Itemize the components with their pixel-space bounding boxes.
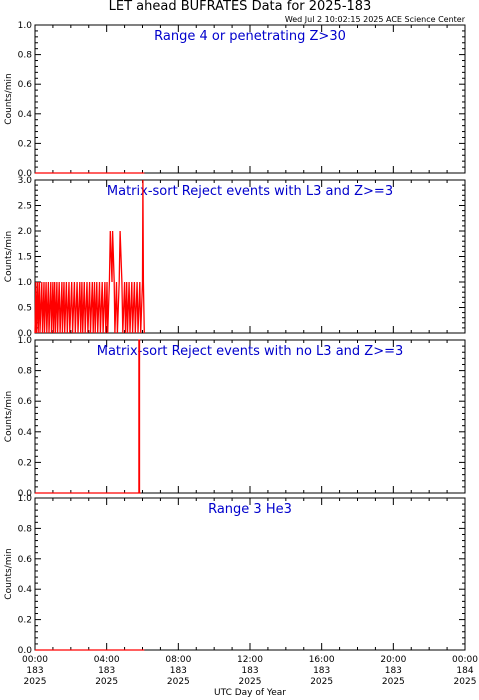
- y-tick-label: 0.0: [18, 646, 33, 656]
- y-tick-label: 2.5: [18, 202, 32, 212]
- y-tick-label: 3.0: [18, 176, 33, 186]
- y-tick-label: 2.0: [18, 227, 33, 237]
- panel-title: Matrix-sort Reject events with no L3 and…: [97, 344, 404, 359]
- x-tick-doy-label: 183: [385, 666, 402, 676]
- plot-frame: [34, 339, 466, 494]
- y-tick-label: 0.2: [18, 458, 32, 468]
- x-tick-year-label: 2025: [382, 677, 405, 687]
- x-tick-time-label: 16:00: [309, 655, 335, 665]
- y-tick-label: 1.0: [18, 336, 33, 346]
- timestamp-label: Wed Jul 2 10:02:15 2025 ACE Science Cent…: [285, 15, 466, 24]
- y-tick-label: 0.2: [18, 139, 32, 149]
- x-tick-year-label: 2025: [95, 677, 118, 687]
- y-tick-label: 1.0: [18, 494, 33, 504]
- y-tick-label: 0.8: [18, 524, 33, 534]
- x-tick-time-label: 08:00: [165, 655, 191, 665]
- x-tick-doy-label: 183: [26, 666, 43, 676]
- x-tick-doy-label: 183: [98, 666, 115, 676]
- panel-title: Range 3 He3: [208, 502, 292, 517]
- panels: 0.0 0.2 0.4 0.6 0.8 1.0 Counts/min Range 4 or p…: [4, 21, 478, 687]
- y-tick-label: 0.4: [18, 585, 33, 595]
- panel-2: 0.0 0.5 1.0 1.5 2.0 2.5 3.0 Counts/min Matrix-so…: [4, 176, 466, 339]
- y-tick-label: 0.5: [18, 304, 32, 314]
- y-tick-label: 0.2: [18, 616, 32, 626]
- x-tick-year-label: 2025: [310, 677, 333, 687]
- y-tick-label: 1.5: [18, 253, 32, 263]
- x-tick-year-label: 2025: [167, 677, 190, 687]
- figure-title: LET ahead BUFRATES Data for 2025-183: [109, 0, 372, 14]
- y-tick-label: 1.0: [18, 278, 33, 288]
- y-tick-label: 0.8: [18, 367, 33, 377]
- x-tick-year-label: 2025: [239, 677, 262, 687]
- panel-1: 0.0 0.2 0.4 0.6 0.8 1.0 Counts/min Range 4 or p…: [4, 21, 466, 179]
- y-tick-label: 0.0: [18, 489, 33, 499]
- y-tick-label: 1.0: [18, 21, 33, 31]
- y-tick-label: 0.0: [18, 169, 33, 179]
- x-tick-time-label: 00:00: [452, 655, 478, 665]
- data-series-line: [34, 179, 145, 334]
- y-tick-label: 0.4: [18, 110, 33, 120]
- data-series-line: [35, 339, 141, 494]
- x-tick-doy-label: 183: [313, 666, 330, 676]
- plot-frame: [34, 497, 466, 651]
- y-tick-label: 0.8: [18, 51, 33, 61]
- y-tick-label: 0.6: [18, 397, 33, 407]
- panel-title: Range 4 or penetrating Z>30: [154, 29, 346, 44]
- plot-frame: [34, 24, 466, 174]
- x-tick-time-label: 04:00: [94, 655, 120, 665]
- y-tick-label: 0.6: [18, 80, 33, 90]
- panel-3: 0.0 0.2 0.4 0.6 0.8 1.0 Counts/min Matrix-sort …: [4, 336, 466, 499]
- x-tick-year-label: 2025: [24, 677, 47, 687]
- x-tick-time-label: 12:00: [237, 655, 263, 665]
- y-tick-label: 0.6: [18, 555, 33, 565]
- x-tick-time-label: 20:00: [380, 655, 406, 665]
- panel-4: 0.0 0.2 0.4 0.6 0.8 1.0 Counts/min Range 3 He3: [4, 494, 466, 656]
- x-tick-doy-label: 183: [241, 666, 258, 676]
- x-tick-time-label: 00:00: [22, 655, 48, 665]
- panel-title: Matrix-sort Reject events with L3 and Z>…: [107, 184, 393, 199]
- y-axis-label: Counts/min: [4, 391, 14, 442]
- y-axis-label: Counts/min: [4, 73, 14, 124]
- x-axis-label: UTC Day of Year: [214, 688, 286, 698]
- y-tick-label: 0.4: [18, 428, 33, 438]
- x-tick-doy-label: 184: [456, 666, 473, 676]
- x-tick-year-label: 2025: [454, 677, 477, 687]
- y-tick-label: 0.0: [18, 329, 33, 339]
- x-tick-labels: 00:00183202504:00183202508:00183202512:0…: [22, 655, 478, 687]
- x-tick-doy-label: 183: [170, 666, 187, 676]
- y-axis-label: Counts/min: [4, 231, 14, 282]
- y-axis-label: Counts/min: [4, 548, 14, 599]
